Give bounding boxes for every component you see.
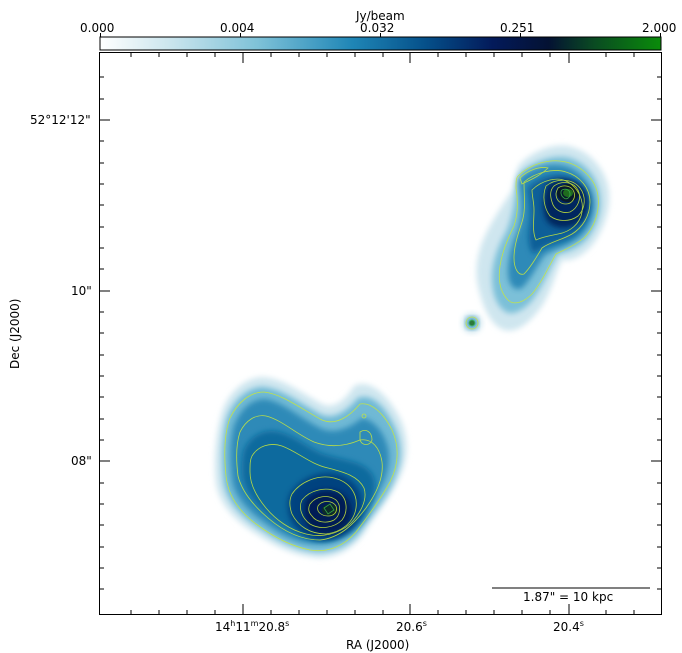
colorbar-tick-label-4: 2.000 [642, 21, 677, 35]
colorbar [99, 36, 662, 51]
colorbar-label: Jy/beam [356, 9, 405, 23]
plot-frame [99, 52, 662, 615]
emission-north [476, 145, 610, 331]
y-axis-label: Dec (J2000) [8, 298, 22, 369]
colorbar-ticks [100, 33, 661, 37]
colorbar-tick-label-3: 0.251 [500, 21, 535, 35]
x-axis-label: RA (J2000) [346, 638, 410, 652]
x-tick-label-1: 20.6s [396, 619, 427, 635]
scale-bar-label: 1.87" = 10 kpc [523, 590, 614, 604]
y-tick-label-2: 08" [71, 454, 92, 468]
y-tick-label-1: 10" [71, 284, 92, 298]
x-tick-label-2: 20.4s [553, 619, 584, 635]
colorbar-tick-label-2: 0.032 [360, 21, 395, 35]
contours [224, 160, 599, 552]
colorbar-tick-label-1: 0.004 [220, 21, 255, 35]
x-tick-label-0: 14h11m20.8s [215, 619, 290, 635]
compact-source [462, 313, 482, 333]
axis-minor-ticks [100, 53, 661, 614]
colorbar-tick-label-0: 0.000 [80, 21, 115, 35]
y-tick-label-0: 52°12'12" [30, 113, 91, 127]
